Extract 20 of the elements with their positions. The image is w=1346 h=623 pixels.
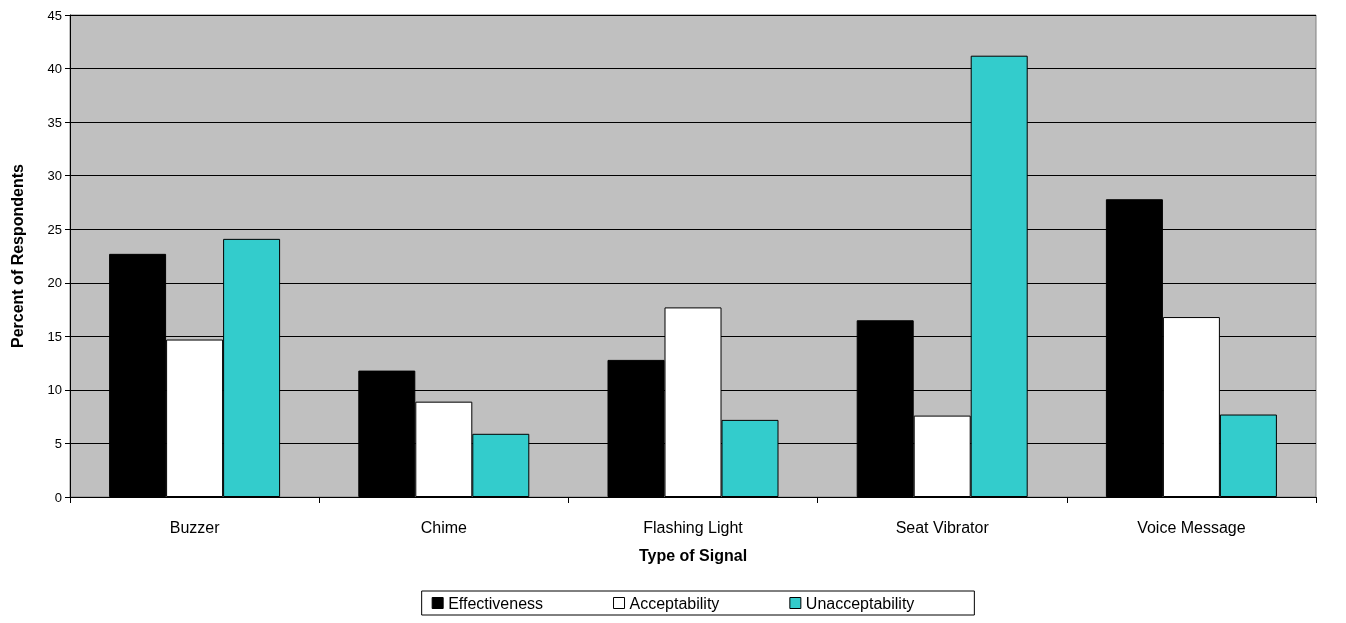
y-tick-label: 0 bbox=[54, 489, 62, 505]
x-tick-label: Flashing Light bbox=[643, 518, 744, 536]
x-tick-label: Voice Message bbox=[1137, 518, 1246, 536]
y-tick-label: 5 bbox=[54, 435, 62, 451]
legend-label: Effectiveness bbox=[448, 594, 544, 612]
y-tick-label: 30 bbox=[47, 168, 62, 184]
y-tick-label: 20 bbox=[47, 275, 62, 291]
y-tick-label: 45 bbox=[47, 7, 62, 23]
x-tick-label: Buzzer bbox=[169, 518, 221, 536]
y-tick-label: 35 bbox=[47, 114, 62, 130]
y-tick-label: 15 bbox=[47, 328, 62, 344]
x-axis-title: Type of Signal bbox=[638, 546, 748, 564]
legend-label: Acceptability bbox=[629, 594, 720, 612]
y-tick-label: 40 bbox=[47, 61, 62, 77]
legend-label: Unacceptability bbox=[805, 594, 915, 612]
y-tick-label: 10 bbox=[47, 382, 62, 398]
y-tick-label: 25 bbox=[47, 221, 62, 237]
y-axis-title: Percent of Respondents bbox=[8, 163, 26, 349]
x-tick-label: Chime bbox=[420, 518, 468, 536]
x-tick-label: Seat Vibrator bbox=[895, 518, 990, 536]
